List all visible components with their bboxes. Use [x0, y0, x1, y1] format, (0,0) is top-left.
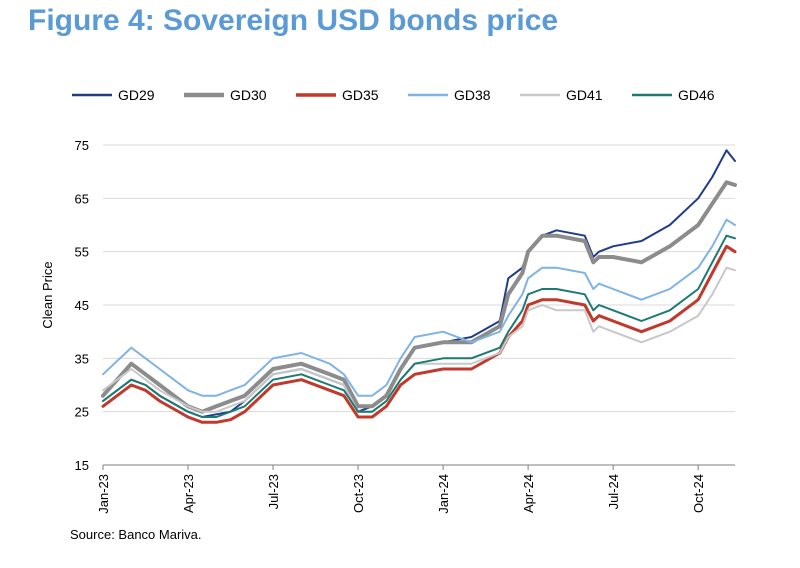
y-axis-label: Clean Price: [40, 261, 55, 328]
y-tick-label: 35: [75, 351, 89, 366]
series-line-gd29: [102, 149, 736, 418]
legend-label: GD46: [678, 87, 715, 103]
figure-title: Figure 4: Sovereign USD bonds price: [28, 4, 559, 37]
legend-label: GD29: [118, 87, 155, 103]
legend-label: GD41: [566, 87, 603, 103]
x-tick-label: Jan-24: [436, 474, 451, 514]
series-line-gd30: [101, 180, 737, 414]
legend-label: GD30: [230, 87, 267, 103]
y-tick-label: 25: [75, 405, 89, 420]
y-tick-label: 15: [75, 458, 89, 473]
x-tick-label: Oct-24: [691, 474, 706, 513]
series-lines: [101, 149, 737, 424]
x-tick-label: Oct-23: [351, 474, 366, 513]
source-note: Source: Banco Mariva.: [70, 527, 202, 542]
series-line-gd46: [102, 234, 736, 418]
y-tick-label: 75: [75, 138, 89, 153]
legend-item-gd38: GD38: [408, 87, 491, 103]
x-tick-label: Jan-23: [96, 474, 111, 514]
legend-item-gd35: GD35: [296, 87, 379, 103]
legend-item-gd41: GD41: [520, 87, 603, 103]
series-line-gd41: [102, 266, 736, 413]
y-tick-label: 55: [75, 245, 89, 260]
x-tick-label: Jul-24: [606, 474, 621, 509]
legend: GD29 GD30 GD35 GD38 GD41 GD46: [72, 87, 715, 103]
legend-label: GD35: [342, 87, 379, 103]
gridlines: [103, 144, 735, 413]
legend-label: GD38: [454, 87, 491, 103]
x-tick-label: Apr-24: [521, 474, 536, 513]
y-tick-label: 65: [75, 191, 89, 206]
legend-item-gd29: GD29: [72, 87, 155, 103]
x-tick-label: Jul-23: [266, 474, 281, 509]
series-line-gd38: [102, 218, 736, 397]
y-tick-label: 45: [75, 298, 89, 313]
x-tick-label: Apr-23: [181, 474, 196, 513]
legend-item-gd30: GD30: [184, 87, 267, 103]
legend-item-gd46: GD46: [632, 87, 715, 103]
series-line-gd35: [101, 244, 737, 424]
axes: 15 25 35 45 55 65 75 Jan-23 Apr-23 Jul-23 Oct-23 Ja…: [75, 138, 735, 514]
